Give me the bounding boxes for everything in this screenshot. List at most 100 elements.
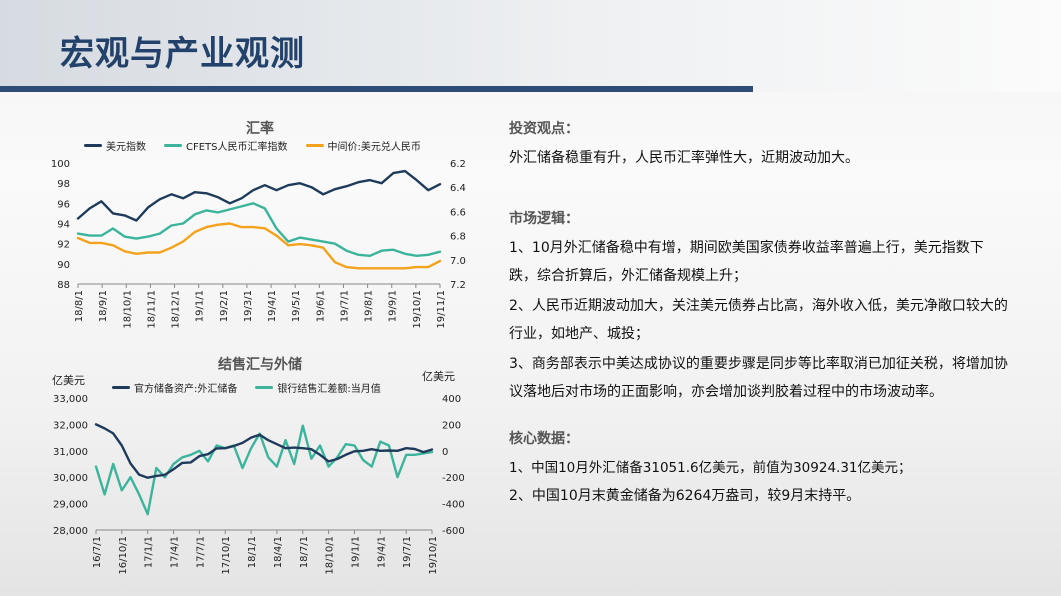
y-right-tick-label: -200 — [442, 473, 465, 484]
y-right-tick-label: 6.4 — [450, 183, 466, 194]
y-right-tick-label: -600 — [442, 526, 465, 537]
x-tick-label: 17/7/1 — [195, 536, 206, 568]
data-point-2: 2、中国10月末黄金储备为6264万盎司，较9月末持平。 — [509, 488, 861, 504]
legend-item: 美元指数 — [84, 138, 146, 153]
commentary-panel: 投资观点： 外汇储备稳重有升，人民币汇率弹性大，近期波动加大。 市场逻辑： 1、… — [509, 118, 1009, 510]
header-band — [0, 0, 1061, 92]
view-text: 外汇储备稳重有升，人民币汇率弹性大，近期波动加大。 — [509, 150, 859, 166]
chart-title: 汇率 — [246, 121, 274, 137]
y-left-tick-label: 92 — [57, 240, 70, 251]
legend-item: CFETS人民币汇率指数 — [164, 138, 288, 153]
x-tick-label: 19/4/1 — [376, 536, 387, 568]
x-tick-label: 19/3/1 — [243, 290, 254, 322]
y-left-tick-label: 28,000 — [53, 526, 88, 537]
x-tick-label: 17/1/1 — [144, 536, 155, 568]
y-right-tick-label: 7.2 — [450, 280, 466, 291]
x-tick-label: 18/9/1 — [98, 290, 109, 322]
y-left-tick-label: 90 — [57, 260, 70, 271]
legend-swatch-cfets — [164, 144, 182, 147]
title-underline — [0, 86, 753, 92]
x-tick-label: 19/1/1 — [195, 290, 206, 322]
x-tick-label: 19/10/1 — [412, 290, 423, 329]
x-tick-label: 16/10/1 — [118, 536, 129, 575]
section-heading: 投资观点： — [509, 121, 579, 137]
chart-title: 结售汇与外储 — [218, 357, 302, 373]
section-data: 核心数据： 1、中国10月外汇储备31051.6亿美元，前值为30924.31亿… — [509, 428, 1009, 510]
legend-label: 官方储备资产:外汇储备 — [134, 384, 238, 395]
section-view: 投资观点： 外汇储备稳重有升，人民币汇率弹性大，近期波动加大。 — [509, 118, 1009, 172]
section-heading: 核心数据： — [509, 431, 579, 447]
x-tick-label: 17/10/1 — [221, 536, 232, 575]
logic-point-2: 2、人民币近期波动加大，关注美元债券占比高，海外收入低，美元净敞口较大的行业，如… — [509, 298, 1008, 342]
reserve-chart: 结售汇与外储 亿美元 亿美元 官方储备资产:外汇储备 银行结售汇差额:当月值 3… — [40, 352, 480, 596]
x-tick-label: 18/1/1 — [247, 536, 258, 568]
legend-swatch-mid — [305, 144, 324, 147]
x-tick-label: 18/4/1 — [273, 536, 284, 568]
x-tick-label: 18/8/1 — [74, 290, 85, 322]
x-tick-label: 19/11/1 — [436, 290, 447, 329]
y-left-tick-label: 30,000 — [53, 473, 88, 484]
legend-item: 官方储备资产:外汇储备 — [112, 380, 237, 395]
cfets-index-line — [76, 202, 442, 258]
legend-swatch-dxy — [84, 144, 102, 147]
y-right-tick-label: 0 — [442, 447, 448, 458]
x-tick-label: 19/4/1 — [267, 290, 278, 322]
usdcny-midpoint-line — [76, 222, 442, 270]
x-tick-label: 18/10/1 — [325, 536, 336, 575]
legend-item: 中间价:美元兑人民币 — [305, 138, 421, 153]
y-left-tick-label: 88 — [57, 280, 70, 291]
fx-settlement-balance-line — [94, 424, 434, 516]
y-left-tick-label: 32,000 — [53, 420, 88, 431]
y-left-tick-label: 98 — [57, 179, 70, 190]
reserve-chart-plot: 33,000 32,000 31,000 30,000 29,000 28,000 400 2… — [53, 394, 465, 575]
legend-swatch-reserve — [112, 386, 130, 389]
x-tick-label: 19/2/1 — [219, 290, 230, 322]
x-tick-label: 19/6/1 — [315, 290, 326, 322]
x-tick-label: 19/8/1 — [364, 290, 375, 322]
left-unit: 亿美元 — [52, 374, 85, 387]
y-left-tick-label: 94 — [57, 220, 70, 231]
y-right-tick-label: 200 — [442, 420, 461, 431]
legend-label: CFETS人民币汇率指数 — [186, 142, 288, 153]
x-tick-label: 19/10/1 — [428, 536, 439, 575]
dollar-index-line — [76, 169, 442, 222]
x-tick-label: 19/1/1 — [350, 536, 361, 568]
x-tick-label: 18/12/1 — [171, 290, 182, 329]
section-heading: 市场逻辑： — [509, 211, 579, 227]
logic-point-1: 1、10月外汇储备稳中有增，期间欧美国家债券收益率普遍上行，美元指数下跌，综合折… — [509, 240, 984, 284]
y-right-tick-label: 6.6 — [450, 207, 466, 218]
chart-legend: 官方储备资产:外汇储备 银行结售汇差额:当月值 — [112, 380, 381, 395]
fx-chart: 汇率 美元指数 CFETS人民币汇率指数 中间价:美元兑人民币 100 98 96 9… — [40, 118, 480, 348]
right-unit: 亿美元 — [422, 370, 455, 383]
legend-label: 银行结售汇差额:当月值 — [277, 384, 381, 395]
x-tick-label: 19/9/1 — [388, 290, 399, 322]
y-left-tick-label: 33,000 — [53, 394, 88, 405]
x-tick-label: 19/5/1 — [291, 290, 302, 322]
y-left-tick-label: 29,000 — [53, 500, 88, 511]
legend-label: 美元指数 — [106, 142, 146, 153]
chart-legend: 美元指数 CFETS人民币汇率指数 中间价:美元兑人民币 — [84, 138, 421, 153]
x-tick-label: 17/4/1 — [170, 536, 181, 568]
x-tick-label: 18/11/1 — [146, 290, 157, 329]
section-logic: 市场逻辑： 1、10月外汇储备稳中有增，期间欧美国家债券收益率普遍上行，美元指数… — [509, 208, 1009, 406]
y-right-tick-label: -400 — [442, 500, 465, 511]
x-tick-label: 16/7/1 — [92, 536, 103, 568]
fx-chart-plot: 100 98 96 94 92 90 88 6.2 6.4 6.6 6.8 7.0 7.2 18/8/1 1… — [51, 159, 466, 329]
y-left-tick-label: 31,000 — [53, 447, 88, 458]
logic-point-3: 3、商务部表示中美达成协议的重要步骤是同步等比率取消已加征关税，将增加协议落地后… — [509, 356, 1008, 400]
x-tick-label: 19/7/1 — [339, 290, 350, 322]
y-right-tick-label: 6.2 — [450, 159, 466, 170]
page-title: 宏观与产业观测 — [60, 34, 305, 74]
legend-label: 中间价:美元兑人民币 — [327, 142, 421, 153]
legend-swatch-balance — [255, 386, 274, 389]
y-right-tick-label: 6.8 — [450, 232, 466, 243]
y-right-tick-label: 400 — [442, 394, 461, 405]
y-left-tick-label: 100 — [51, 159, 70, 170]
y-left-tick-label: 96 — [57, 199, 70, 210]
x-tick-label: 18/10/1 — [122, 290, 133, 329]
data-point-1: 1、中国10月外汇储备31051.6亿美元，前值为30924.31亿美元； — [509, 460, 912, 476]
x-tick-label: 19/7/1 — [402, 536, 413, 568]
y-right-tick-label: 7.0 — [450, 256, 466, 267]
x-tick-label: 18/7/1 — [299, 536, 310, 568]
legend-item: 银行结售汇差额:当月值 — [255, 380, 381, 395]
